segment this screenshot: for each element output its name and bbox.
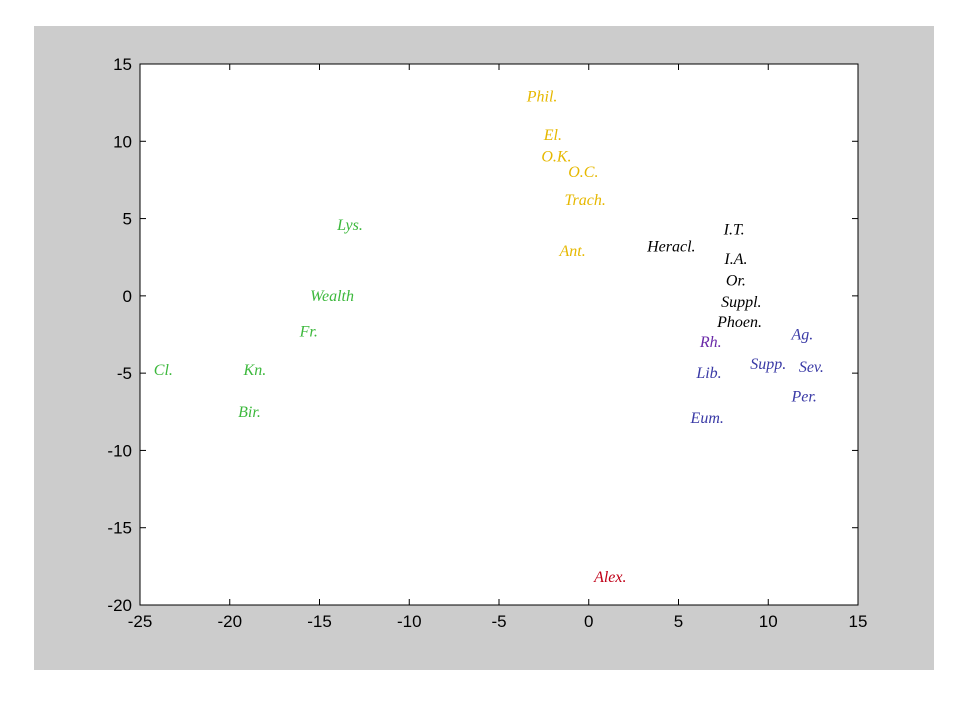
x-tick-label: 15: [849, 612, 868, 631]
scatter-point-label: Trach.: [564, 192, 605, 209]
scatter-point-label: Ant.: [558, 243, 585, 260]
scatter-point-label: Kn.: [243, 362, 267, 379]
scatter-point-label: O.K.: [541, 149, 571, 166]
scatter-point-label: Per.: [790, 388, 816, 405]
y-tick-label: 15: [113, 55, 132, 74]
y-tick-label: 0: [123, 287, 132, 306]
axes-box: [139, 63, 859, 606]
x-tick-label: 0: [584, 612, 593, 631]
x-tick-label: -5: [491, 612, 506, 631]
x-tick-label: -20: [217, 612, 242, 631]
plot-area: [140, 64, 858, 605]
x-tick-label: -25: [128, 612, 153, 631]
scatter-point-label: I.A.: [723, 251, 747, 268]
x-tick-label: 5: [674, 612, 683, 631]
scatter-point-label: Suppl.: [721, 294, 761, 311]
scatter-point-label: Lib.: [695, 365, 721, 382]
scatter-point-label: I.T.: [723, 221, 745, 238]
scatter-point-label: O.C.: [568, 164, 598, 181]
scatter-point-label: Fr.: [299, 323, 318, 340]
scatter-point-label: Heracl.: [646, 238, 695, 255]
x-tick-label: -10: [397, 612, 422, 631]
y-tick-label: 5: [123, 210, 132, 229]
scatter-point-label: El.: [543, 127, 562, 144]
scatter-point-label: Phoen.: [716, 314, 762, 331]
y-tick-label: -10: [107, 441, 132, 460]
scatter-point-label: Cl.: [154, 362, 173, 379]
figure-background: -25 -20 -15 -10 -5 0 5 10 15 -20 -15 -10 -5 0 5 10 15 Ph…: [34, 26, 934, 670]
scatter-point-label: Eum.: [690, 410, 724, 427]
scatter-point-label: Sev.: [799, 359, 824, 376]
scatter-point-label: Ag.: [790, 327, 813, 344]
y-tick-label: -20: [107, 596, 132, 615]
y-tick-label: 10: [113, 132, 132, 151]
scatter-point-label: Wealth: [310, 288, 354, 305]
y-tick-label: -15: [107, 519, 132, 538]
y-tick-label: -5: [117, 364, 132, 383]
scatter-point-label: Rh.: [699, 334, 722, 351]
x-tick-label: 10: [759, 612, 778, 631]
scatter-point-label: Alex.: [593, 569, 626, 586]
x-tick-label: -15: [307, 612, 332, 631]
scatter-point-label: Supp.: [750, 356, 786, 373]
scatter-point-label: Or.: [726, 272, 746, 289]
scatter-point-label: Bir.: [238, 404, 261, 421]
scatter-point-label: Lys.: [336, 217, 363, 234]
scatter-point-label: Phil.: [526, 88, 558, 105]
